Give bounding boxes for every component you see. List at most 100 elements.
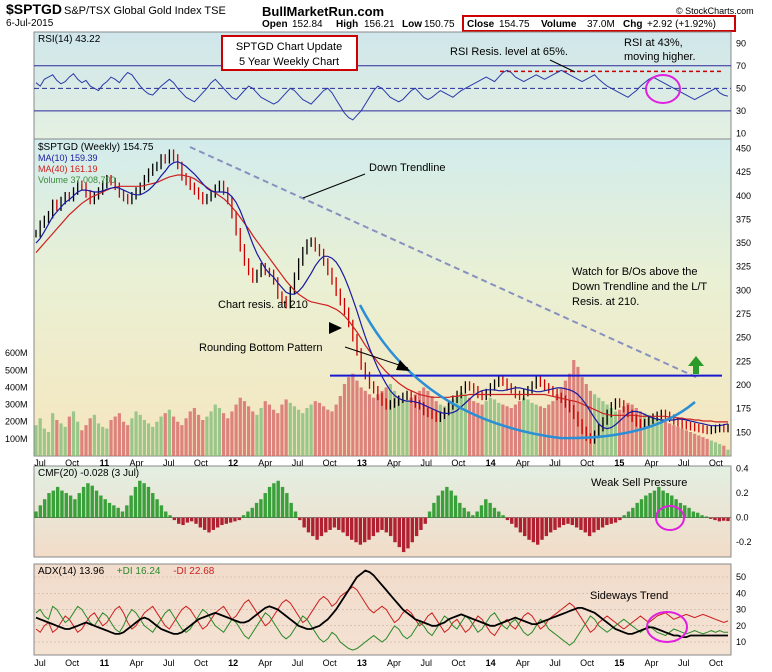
x-tick-label-bottom: Jul: [292, 658, 304, 668]
cmf-bar: [393, 517, 397, 543]
cmf-bar: [657, 486, 661, 518]
cmf-bar: [120, 511, 125, 518]
cmf-bar: [237, 517, 241, 521]
cmf-bar: [202, 517, 207, 530]
cmf-bar: [466, 511, 471, 518]
cmf-bar: [397, 517, 401, 548]
x-tick-label: Jul: [34, 458, 46, 468]
cmf-bar: [721, 517, 726, 521]
volume-bar: [267, 404, 272, 456]
volume-bar: [309, 404, 313, 456]
price-tick-label: 250: [736, 333, 751, 343]
cmf-bar: [592, 517, 596, 533]
index-name: S&P/TSX Global Gold Index TSE: [64, 5, 226, 17]
ma40-line: [35, 174, 728, 423]
volume-bar: [551, 401, 555, 456]
x-tick-label: Oct: [65, 458, 80, 468]
volume-bar: [134, 411, 138, 456]
chart-update-line2: 5 Year Weekly Chart: [239, 56, 339, 68]
cmf-bar: [306, 517, 311, 533]
cmf-bar: [652, 490, 657, 518]
cmf-bar: [514, 517, 518, 528]
cmf-bar: [510, 517, 514, 524]
adx-legend-2: -DI 22.68: [173, 566, 215, 577]
volume-bar: [467, 397, 472, 456]
volume-bar: [71, 411, 76, 456]
volume-bar: [105, 428, 109, 456]
open-value: 152.84: [292, 19, 323, 30]
cmf-bar: [250, 507, 254, 518]
volume-bar: [167, 409, 171, 456]
cmf-bar: [492, 507, 497, 518]
volume-bar: [280, 404, 284, 456]
volume-bar: [255, 414, 259, 456]
cmf-bar: [358, 517, 363, 545]
volume-bar: [647, 414, 651, 456]
x-tick-label: 14: [486, 458, 496, 468]
cmf-bar: [73, 499, 77, 518]
volume-bar: [121, 421, 126, 456]
cmf-bar: [64, 493, 68, 518]
volume-bar: [342, 384, 347, 456]
cmf-bar: [700, 515, 704, 518]
low-label: Low: [402, 19, 422, 30]
cmf-bar: [341, 517, 345, 533]
cmf-bar: [298, 517, 302, 521]
cmf-bar: [696, 512, 700, 518]
rounding-bottom-note: Rounding Bottom Pattern: [199, 342, 323, 354]
volume-bar: [330, 411, 334, 456]
close-value: 154.75: [499, 19, 530, 30]
volume-bar: [605, 404, 609, 456]
volume-bar: [238, 397, 242, 456]
volume-bar: [497, 402, 501, 456]
volume-bar: [530, 402, 534, 456]
volume-bar: [684, 430, 688, 456]
cmf-bar: [94, 490, 99, 518]
volume-bar: [192, 408, 197, 456]
volume-bar: [593, 394, 597, 456]
volume-bar: [526, 399, 530, 456]
volume-bar: [213, 404, 217, 456]
cmf-bar: [713, 517, 717, 521]
cmf-bar: [579, 517, 583, 530]
price-legend-3: Volume 37,008,700: [38, 175, 116, 185]
cmf-bar: [350, 517, 354, 540]
cmf-bar: [177, 517, 181, 524]
cmf-bar: [414, 517, 419, 537]
rsi-tick-label: 70: [736, 61, 746, 71]
price-tick-label: 225: [736, 356, 751, 366]
volume-bar: [372, 397, 376, 456]
volume-bar: [176, 421, 180, 456]
rsi-panel: [33, 31, 732, 140]
volume-bar: [542, 408, 547, 456]
cmf-bar: [609, 517, 613, 524]
volume-bar: [284, 399, 288, 456]
cmf-bar: [311, 517, 315, 537]
cmf-tick-label: 0.2: [736, 488, 749, 498]
volume-bar: [476, 402, 480, 456]
volume-bar: [517, 401, 522, 456]
cmf-bar: [280, 486, 285, 518]
cmf-bar: [497, 511, 501, 518]
cmf-bar: [34, 511, 38, 518]
minus-di-line: [35, 586, 729, 637]
green-up-arrow: [688, 356, 704, 374]
cmf-bar: [55, 486, 60, 518]
volume-bar: [226, 418, 230, 456]
chart-marks: 10 30 50 70 90 RSI(14) 43.22 150 175 200 225 250 27…: [5, 34, 752, 668]
cmf-bar: [220, 517, 224, 526]
cmf-bar: [181, 517, 185, 526]
cmf-bar: [527, 517, 531, 540]
x-tick-label: Jul: [292, 458, 304, 468]
high-value: 156.21: [364, 19, 395, 30]
volume-bar: [522, 397, 526, 456]
volume-tick-label: 500M: [5, 365, 28, 375]
adx-highlight-circle: [646, 611, 688, 643]
rounding-pointer: [344, 346, 409, 369]
cmf-bar: [211, 517, 216, 530]
x-tick-label-bottom: Apr: [387, 658, 401, 668]
volume-bar: [609, 408, 613, 456]
cmf-bar: [553, 517, 557, 530]
x-tick-label-bottom: Oct: [580, 658, 595, 668]
rsi-tick-label: 50: [736, 83, 746, 93]
